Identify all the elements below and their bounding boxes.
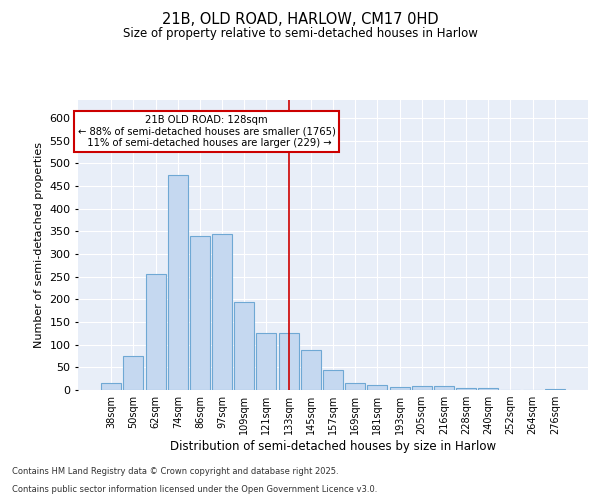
Bar (190, 236, 210, 390)
Text: Size of property relative to semi-detached houses in Harlow: Size of property relative to semi-detach… (122, 28, 478, 40)
Bar (278, 334, 299, 390)
Bar (146, 274, 166, 390)
Bar (323, 370, 343, 390)
Bar (545, 388, 565, 390)
Bar (478, 388, 498, 390)
Bar (389, 388, 410, 390)
Bar (256, 334, 277, 390)
Bar (234, 302, 254, 390)
Bar (124, 356, 143, 390)
Bar (412, 386, 432, 390)
Text: Contains public sector information licensed under the Open Government Licence v3: Contains public sector information licen… (12, 485, 377, 494)
Text: Contains HM Land Registry data © Crown copyright and database right 2025.: Contains HM Land Registry data © Crown c… (12, 467, 338, 476)
Y-axis label: Number of semi-detached properties: Number of semi-detached properties (34, 142, 44, 348)
Bar (434, 386, 454, 390)
Text: 21B, OLD ROAD, HARLOW, CM17 0HD: 21B, OLD ROAD, HARLOW, CM17 0HD (161, 12, 439, 28)
Text: 21B OLD ROAD: 128sqm
← 88% of semi-detached houses are smaller (1765)
  11% of s: 21B OLD ROAD: 128sqm ← 88% of semi-detac… (77, 114, 335, 148)
Bar (168, 175, 188, 390)
Bar (101, 383, 121, 390)
Bar (456, 388, 476, 390)
Bar (367, 386, 388, 390)
Bar (212, 234, 232, 390)
X-axis label: Distribution of semi-detached houses by size in Harlow: Distribution of semi-detached houses by … (170, 440, 496, 453)
Bar (301, 350, 321, 390)
Bar (345, 383, 365, 390)
